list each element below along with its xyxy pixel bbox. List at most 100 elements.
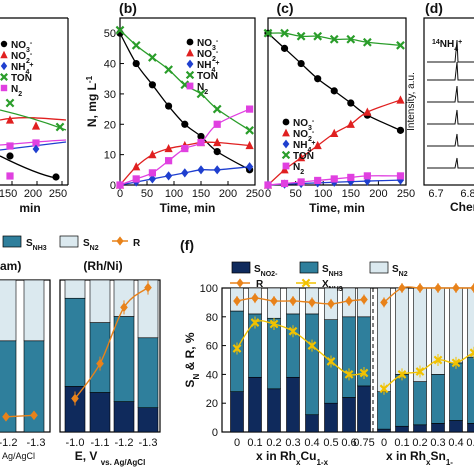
x-tick-label: 0: [117, 188, 123, 200]
point-ton: [396, 40, 405, 50]
point-ton: [313, 31, 323, 41]
legend-swatch-sno2: [231, 261, 251, 274]
bar-sn2: [395, 287, 409, 375]
bar-snh3: [137, 337, 159, 408]
point-n2: [213, 120, 221, 128]
panel-d: (d)14NH4+Intensity, a.u.6.76.8Chem: [406, 0, 474, 214]
bar-snh3: [449, 362, 463, 421]
bar-sno2: [89, 392, 111, 433]
point-ton: [148, 53, 157, 62]
x-tick-label: 50: [141, 188, 153, 200]
point-r: [470, 283, 474, 293]
legend-marker: [0, 40, 8, 48]
group-label: am): [0, 259, 21, 273]
legend-label: NH4+: [197, 60, 219, 74]
x-tick-label: -1.2: [0, 437, 17, 449]
legend-marker: [0, 50, 8, 59]
point-no3: [148, 81, 156, 89]
point-ton: [131, 40, 141, 50]
point-no3: [165, 102, 173, 110]
legend-label: SNO2-: [254, 264, 278, 278]
point-xnh3: [307, 341, 317, 350]
point-xnh3: [326, 357, 336, 366]
point-r: [233, 296, 241, 306]
x-tick-label: 250: [397, 188, 415, 200]
bar-sno2: [286, 376, 300, 433]
y-tick-label: 60: [206, 341, 218, 353]
point-n2: [32, 139, 40, 147]
bar-sno2: [357, 385, 371, 433]
point-no3: [181, 120, 189, 128]
point-r: [380, 297, 388, 308]
legend-marker: [301, 278, 311, 288]
legend-swatch-sn2: [369, 261, 389, 274]
fit-line-ton: [119, 29, 250, 131]
legend-label: SNH3: [322, 264, 343, 278]
x-tick-label: 150: [192, 188, 210, 200]
plot-frame: [423, 17, 474, 186]
point-xnh3: [433, 355, 443, 365]
legend-marker: [236, 278, 244, 288]
point-ton: [212, 104, 222, 114]
panel-e-partial: SNH3 SN2 Ram) (Rh/Ni) -1.2 -1.3 Ag/AgCl -1.0 -1.…: [0, 235, 161, 467]
y-axis-label: Intensity, a.u.: [406, 72, 417, 131]
point-r: [308, 297, 316, 308]
legend-label: SN2: [83, 238, 99, 252]
point-nh4: [246, 162, 254, 172]
bar-snh3: [113, 316, 135, 402]
legend-label: TON: [197, 71, 218, 82]
y-tick-label: 20: [104, 119, 116, 131]
legend-label: TON: [11, 73, 32, 84]
x-tick-label: 200: [24, 188, 42, 200]
legend-label: NO3-: [11, 40, 33, 54]
bar-snh3: [305, 313, 319, 416]
bar-snh3: [64, 297, 86, 387]
bar-sn2: [137, 279, 159, 339]
point-no2: [330, 128, 339, 137]
point-r: [71, 393, 79, 404]
x-tick-label: 250: [49, 188, 67, 200]
plot-frame: [267, 17, 407, 186]
legend-label: NO2-: [197, 49, 219, 63]
point-xnh3: [288, 326, 298, 336]
point-no3: [297, 59, 305, 68]
point-no3: [396, 126, 405, 134]
x-tick-label: 0.1: [394, 437, 409, 449]
panel-label: (f): [180, 237, 194, 253]
point-n2: [347, 173, 355, 182]
bar-sno2: [230, 391, 244, 433]
plot-frame: [119, 17, 256, 186]
point-ton: [5, 98, 15, 108]
x-axis-label: Time, min: [160, 201, 216, 215]
legend-marker: [0, 73, 8, 81]
y-tick-label: 0: [212, 427, 218, 439]
legend-label: SNH3: [26, 238, 47, 252]
point-no2: [297, 153, 306, 162]
group-label: (Rh/Ni): [83, 259, 122, 273]
point-nh4: [32, 144, 40, 154]
x-tick-label: 0: [265, 188, 271, 200]
point-no2: [164, 143, 173, 153]
point-ton: [346, 34, 356, 44]
x-tick-label: 250: [246, 188, 264, 200]
point-n2: [6, 142, 14, 150]
point-no3: [330, 87, 338, 95]
bar-snh3: [286, 313, 300, 378]
point-r: [327, 299, 335, 309]
point-ton: [196, 89, 206, 99]
point-no3: [314, 75, 322, 83]
point-r: [96, 358, 104, 369]
legend-marker: [186, 82, 194, 90]
x-tick-label: 0.6: [341, 437, 356, 449]
point-no2: [5, 115, 15, 124]
legend-marker: [186, 59, 194, 69]
legend-marker: [281, 150, 291, 160]
point-ton: [362, 37, 372, 47]
point-r: [416, 283, 424, 293]
point-xnh3: [469, 348, 474, 358]
bar-snh3: [395, 374, 409, 427]
point-no3: [132, 59, 140, 68]
point-ton: [263, 28, 273, 38]
